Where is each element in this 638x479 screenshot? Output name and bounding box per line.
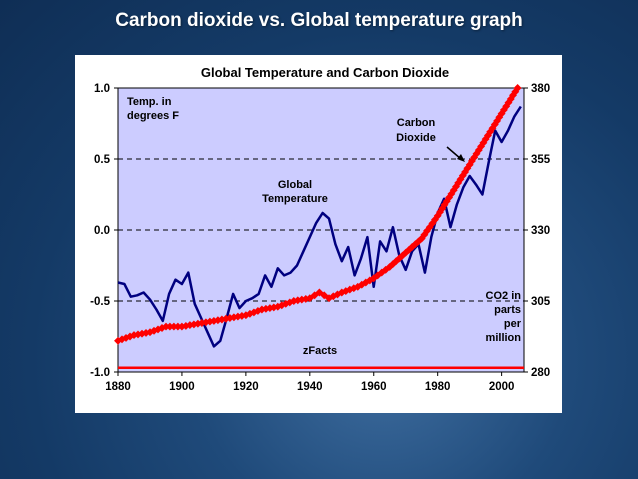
co2-units-line1: CO2 in [486,290,522,302]
right-tick-label: 305 [531,296,551,308]
carbon-dioxide-label-line1: Carbon [397,117,436,129]
global-temp-label-line1: Global [278,179,312,191]
x-tick-label: 1900 [169,381,195,393]
carbon-dioxide-arrowhead [457,154,465,162]
right-tick-label: 330 [531,225,550,237]
left-tick-label: -0.5 [90,296,110,308]
grid-lines [118,158,524,302]
x-tick-label: 2000 [489,381,515,393]
source-label: zFacts [303,345,337,357]
co2-units-line2: parts [494,304,521,316]
right-tick-label: 380 [531,83,550,95]
left-tick-label: -1.0 [90,367,110,379]
x-tick-label: 1960 [361,381,387,393]
chart-svg: Global Temperature and Carbon Dioxide 1.… [90,65,551,393]
x-tick-label: 1940 [297,381,323,393]
global-temp-label-line2: Temperature [262,193,328,205]
co2-units-line4: million [486,332,522,344]
x-axis-ticks: 1880 1900 1920 1940 1960 1980 2000 [105,372,514,393]
x-tick-label: 1980 [425,381,451,393]
carbon-dioxide-label-line2: Dioxide [396,132,436,144]
left-axis-ticks: 1.0 0.5 0.0 -0.5 -1.0 [90,83,118,379]
temperature-series-line [117,105,522,348]
x-tick-label: 1880 [105,381,131,393]
slide-title: Carbon dioxide vs. Global temperature gr… [115,10,523,31]
right-axis-ticks: 380 355 330 305 280 [524,83,551,379]
left-tick-label: 0.5 [94,154,111,166]
left-tick-label: 1.0 [94,83,110,95]
temp-label-line1: Temp. in [127,96,172,108]
x-tick-label: 1920 [233,381,259,393]
temp-label-line2: degrees F [127,110,179,122]
chart-title: Global Temperature and Carbon Dioxide [201,65,449,80]
right-tick-label: 280 [531,367,550,379]
left-tick-label: 0.0 [94,225,110,237]
co2-units-line3: per [504,318,522,330]
chart-panel: Global Temperature and Carbon Dioxide 1.… [75,55,562,413]
right-tick-label: 355 [531,154,551,166]
